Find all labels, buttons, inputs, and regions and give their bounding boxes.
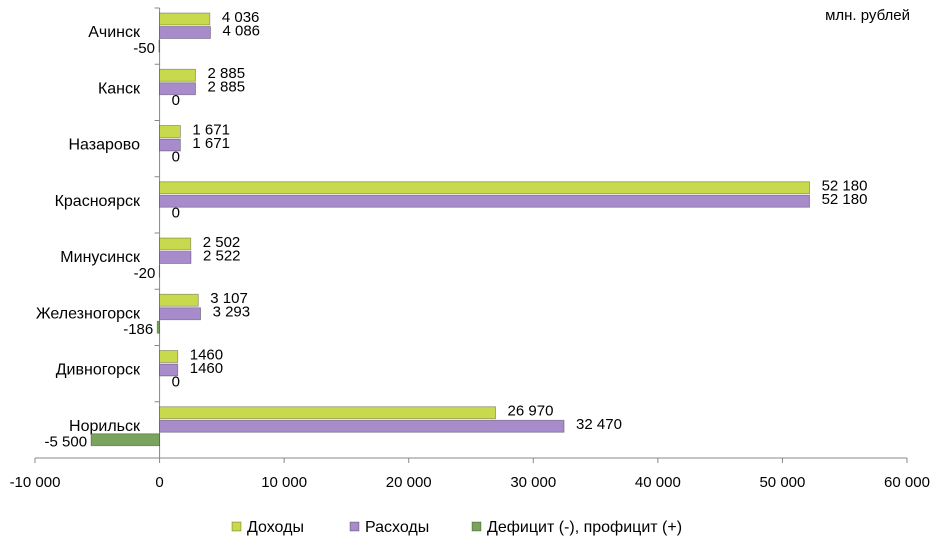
value-label: 1 671 [192, 121, 230, 138]
value-label: 0 [172, 205, 180, 222]
y-tick-label: Норильск [69, 418, 141, 435]
y-tick-label: Канск [98, 80, 141, 97]
value-label: 4 086 [222, 22, 260, 39]
bar [158, 39, 160, 53]
bar [159, 181, 810, 195]
bar [159, 307, 201, 321]
bar [159, 419, 565, 433]
value-label: 52 180 [822, 178, 868, 195]
bar [159, 251, 192, 264]
unit-annotation: млн. рублей [825, 7, 910, 24]
x-tick-label: 10 000 [261, 474, 307, 491]
value-label: 2 885 [208, 65, 246, 82]
value-label: -5 500 [45, 434, 88, 451]
value-label: 26 970 [508, 403, 554, 420]
value-label: 1460 [190, 360, 223, 377]
bar [156, 320, 160, 334]
legend-swatch [349, 521, 360, 532]
value-label: 52 180 [822, 191, 868, 208]
x-tick-label: 20 000 [386, 474, 432, 491]
bar [159, 350, 179, 363]
x-tick-label: 40 000 [635, 474, 681, 491]
bar [159, 82, 196, 96]
legend-label: Доходы [247, 519, 304, 536]
value-label: 1460 [190, 346, 223, 363]
value-label: 4 036 [222, 9, 260, 26]
bar [159, 26, 211, 39]
x-tick-label: 60 000 [884, 474, 930, 491]
y-tick-label: Минусинск [60, 249, 141, 266]
value-label: 0 [172, 373, 180, 390]
value-label: 1 671 [192, 135, 230, 152]
x-tick-label: 50 000 [759, 474, 805, 491]
y-tick-label: Железногорск [36, 305, 141, 322]
value-label: 3 293 [213, 304, 251, 321]
legend-label: Дефицит (-), профицит (+) [487, 519, 682, 536]
value-label: 2 502 [203, 234, 241, 251]
value-label: 0 [172, 92, 180, 109]
bar [159, 237, 192, 251]
y-tick-label: Дивногорск [56, 362, 141, 379]
x-tick-label: 0 [155, 474, 163, 491]
bar [159, 68, 196, 82]
value-label: -50 [133, 40, 155, 57]
value-label: -20 [134, 265, 156, 282]
bar [159, 194, 810, 208]
bar [159, 138, 181, 152]
value-label: -186 [123, 321, 153, 338]
legend-swatch [471, 521, 482, 532]
bar [90, 433, 160, 447]
bar [159, 293, 199, 307]
value-label: 3 107 [210, 290, 248, 307]
x-tick-label: -10 000 [10, 474, 61, 491]
bar [159, 363, 179, 377]
bar [159, 406, 496, 420]
y-tick-label: Красноярск [55, 193, 141, 210]
y-tick-label: Назарово [68, 137, 140, 154]
legend-label: Расходы [365, 519, 429, 536]
value-label: 2 885 [208, 79, 246, 96]
value-label: 2 522 [203, 247, 241, 264]
legend-swatch [231, 521, 242, 532]
value-label: 0 [172, 148, 180, 165]
y-tick-label: Ачинск [88, 24, 141, 41]
value-label: 32 470 [576, 416, 622, 433]
bar [159, 125, 181, 138]
x-tick-label: 30 000 [510, 474, 556, 491]
bar [159, 12, 211, 26]
